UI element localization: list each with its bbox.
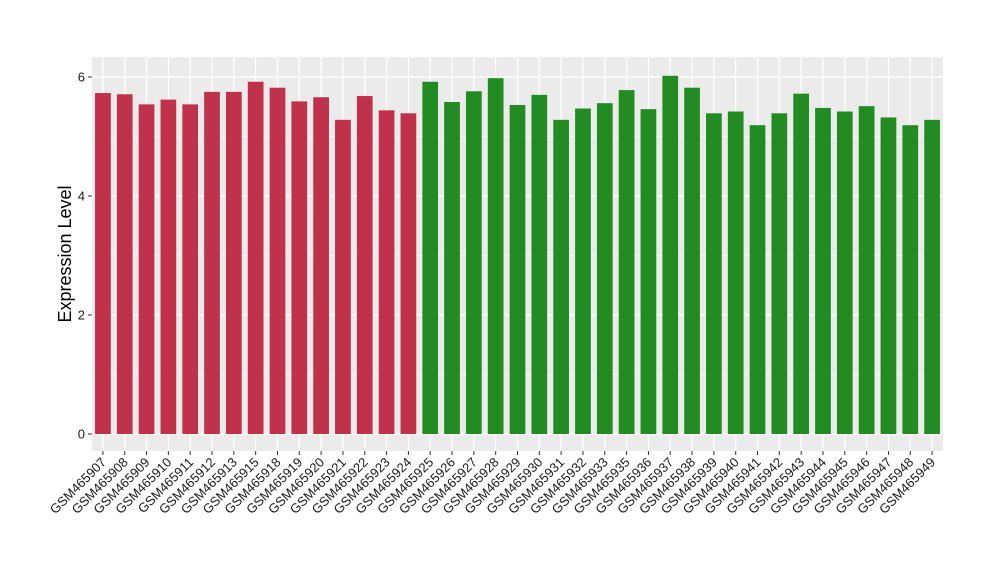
bar-GSM465910 (160, 99, 177, 435)
bar-GSM465932 (575, 108, 591, 434)
bar-GSM465924 (400, 113, 417, 435)
y-tick-label: 2 (78, 308, 85, 323)
bar-GSM465935 (618, 90, 635, 434)
y-axis: 0 2 4 6 (78, 70, 92, 442)
bar-GSM465941 (749, 125, 766, 434)
bar-GSM465927 (466, 91, 482, 434)
bar-GSM465947 (880, 117, 897, 435)
bar-GSM465931 (553, 119, 569, 434)
bar-GSM465925 (422, 81, 439, 434)
y-tick-label: 4 (78, 189, 85, 204)
bar-GSM465922 (356, 96, 373, 434)
y-tick-label: 0 (78, 427, 85, 442)
bar-GSM465915 (247, 81, 264, 434)
bar-GSM465938 (684, 87, 700, 435)
bar-GSM465913 (225, 91, 242, 434)
bar-GSM465945 (836, 111, 853, 434)
bar-GSM465908 (116, 94, 133, 434)
bar-GSM465919 (291, 101, 308, 435)
bar-GSM465949 (924, 119, 940, 434)
bar-GSM465907 (95, 93, 111, 434)
bar-GSM465928 (487, 78, 504, 434)
bar-GSM465933 (596, 103, 613, 435)
bar-GSM465940 (727, 111, 744, 434)
bar-GSM465911 (182, 104, 199, 435)
bars-group (95, 75, 940, 435)
bar-GSM465921 (335, 119, 351, 434)
bar-GSM465939 (706, 113, 722, 435)
bar-GSM465918 (269, 87, 286, 435)
bar-GSM465948 (902, 125, 919, 434)
bar-GSM465943 (793, 93, 810, 434)
bar-GSM465944 (815, 107, 831, 434)
bar-GSM465942 (771, 113, 788, 435)
y-tick-label: 6 (78, 70, 85, 85)
y-axis-title: Expression Level (55, 185, 75, 322)
bar-GSM465926 (444, 101, 460, 435)
bar-GSM465937 (662, 75, 679, 434)
bar-GSM465923 (378, 110, 395, 434)
bar-GSM465929 (509, 104, 526, 434)
bar-GSM465946 (858, 106, 875, 434)
bar-GSM465920 (313, 97, 329, 434)
bar-GSM465936 (640, 109, 657, 434)
bar-GSM465909 (138, 104, 155, 435)
bar-GSM465912 (204, 91, 220, 434)
bar-GSM465930 (531, 94, 548, 434)
x-axis: GSM465907GSM465908GSM465909GSM465910GSM4… (47, 451, 938, 517)
